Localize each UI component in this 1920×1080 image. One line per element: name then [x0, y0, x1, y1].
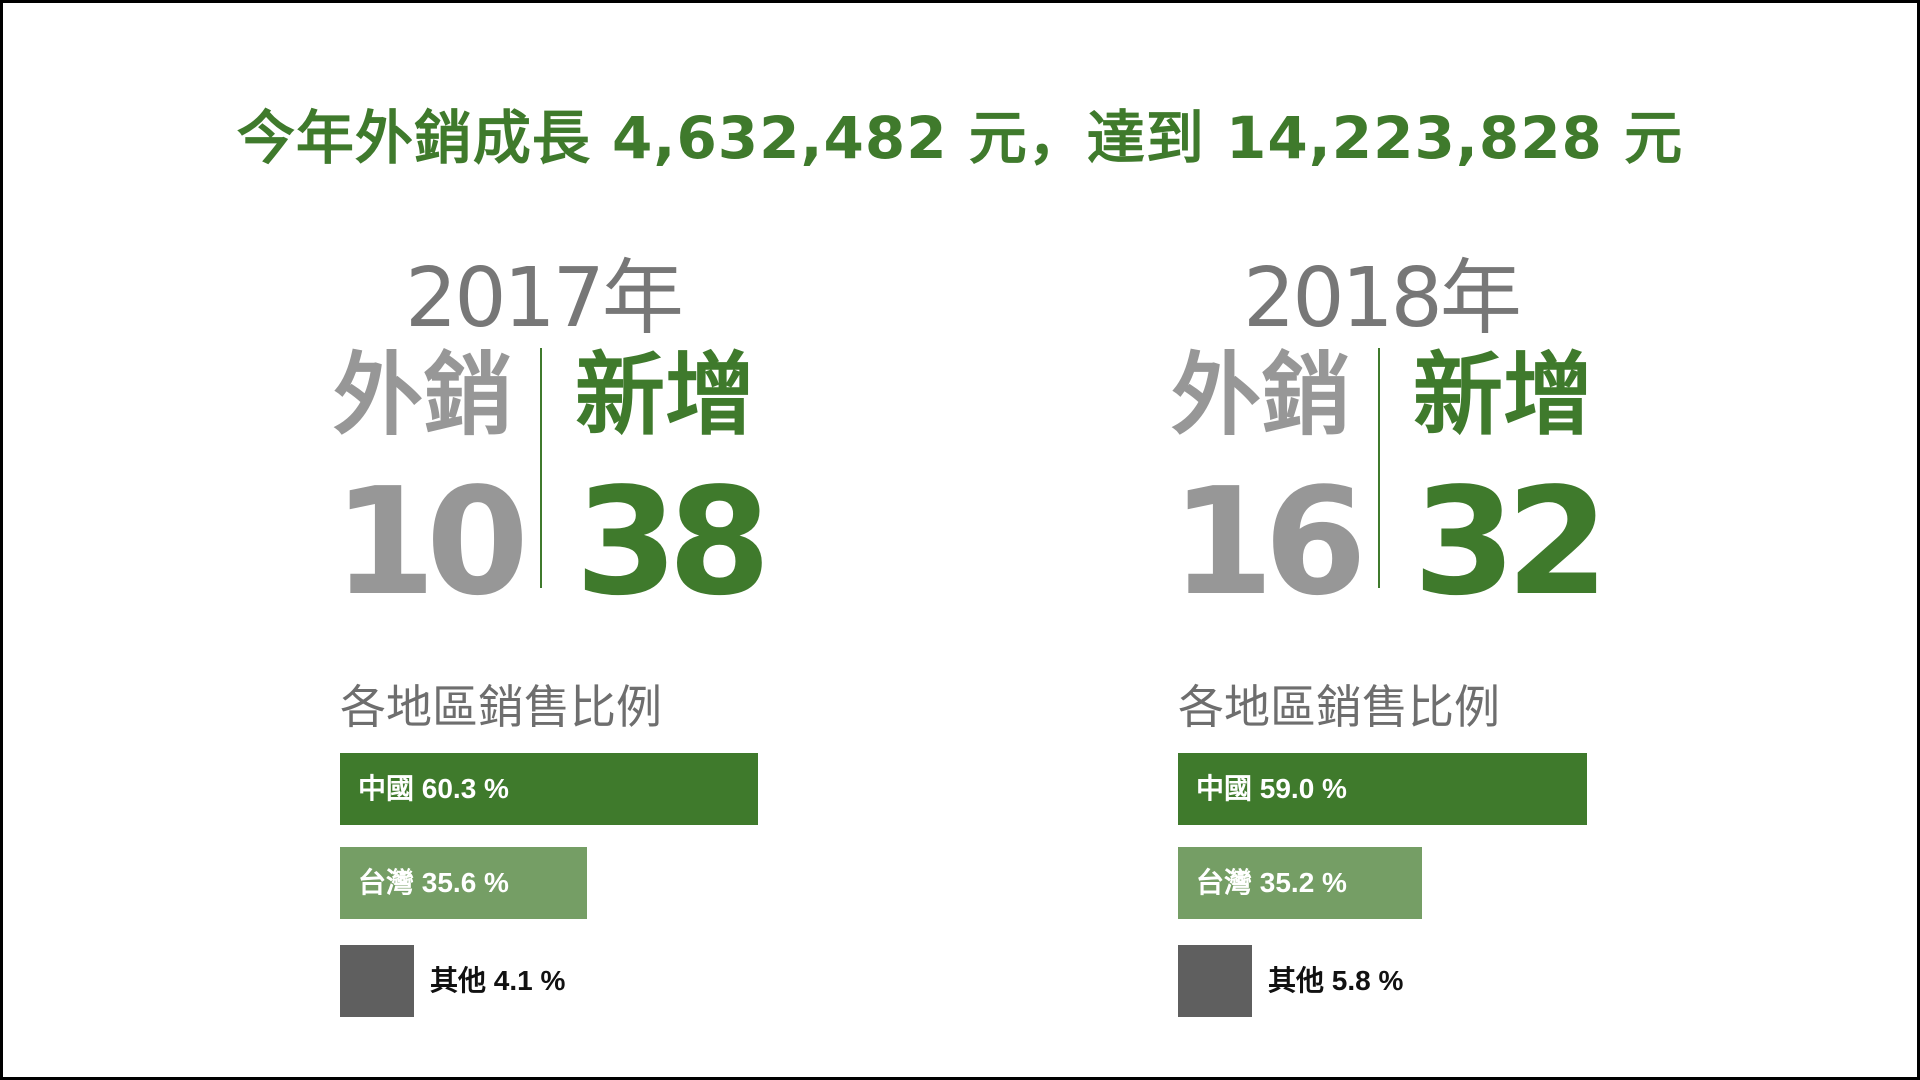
export-count: 16	[1171, 456, 1367, 628]
bar-中國	[1178, 753, 1587, 825]
year-label: 2017年	[405, 251, 684, 346]
kpi-divider	[540, 348, 542, 588]
bar-其他	[340, 945, 414, 1017]
section-title: 各地區銷售比例	[340, 680, 662, 734]
export-label: 外銷	[1171, 343, 1351, 448]
export-label: 外銷	[333, 343, 513, 448]
section-title: 各地區銷售比例	[1178, 680, 1500, 734]
bar-label: 台灣 35.6 %	[358, 867, 509, 898]
bar-台灣	[1178, 847, 1422, 919]
new-count: 38	[575, 456, 771, 628]
panel-2017: 2017年 外銷 10 新增 38 各地區銷售比例 中國 60.3 % 台灣 35…	[3, 3, 771, 1077]
bar-label: 其他 4.1 %	[430, 965, 566, 996]
bar-label: 其他 5.8 %	[1268, 965, 1404, 996]
slide: 今年外銷成長 4,632,482 元，達到 14,223,828 元 2017年…	[3, 3, 1917, 1077]
bar-其他	[1178, 945, 1252, 1017]
new-count: 32	[1413, 456, 1609, 628]
bar-label: 中國 60.3 %	[358, 773, 509, 804]
panel-2018: 2018年 外銷 16 新增 32 各地區銷售比例 中國 59.0 % 台灣 35…	[3, 3, 1609, 1077]
new-label: 新增	[575, 343, 755, 448]
bar-label: 台灣 35.2 %	[1196, 867, 1347, 898]
export-count: 10	[333, 456, 529, 628]
headline: 今年外銷成長 4,632,482 元，達到 14,223,828 元	[236, 104, 1684, 172]
new-label: 新增	[1413, 343, 1593, 448]
bar-台灣	[340, 847, 587, 919]
bar-label: 中國 59.0 %	[1196, 773, 1347, 804]
bar-中國	[340, 753, 758, 825]
kpi-divider	[1378, 348, 1380, 588]
year-label: 2018年	[1243, 251, 1522, 346]
